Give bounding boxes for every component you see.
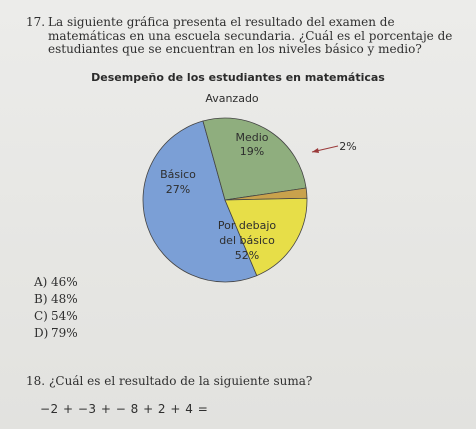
option-a[interactable]: A) 46%: [34, 274, 78, 291]
label-basico: Básico: [160, 168, 196, 181]
slice-basico: [202, 117, 307, 201]
slice-por-debajo: [142, 120, 258, 283]
value-basico: 27%: [166, 183, 190, 196]
label-por-debajo-line1: Por debajo: [218, 219, 277, 232]
answer-options: A) 46% B) 48% C) 54% D) 79%: [34, 274, 78, 342]
question-18-number: 18.: [26, 374, 46, 388]
question-17-number: 17.: [26, 15, 46, 29]
value-avanzado: 2%: [339, 140, 356, 153]
label-avanzado: Avanzado: [205, 92, 259, 105]
option-d[interactable]: D) 79%: [34, 325, 78, 342]
option-a-value: 46%: [51, 275, 78, 289]
slice-medio: [224, 197, 308, 277]
avanzado-leader-arrow: [312, 148, 319, 153]
label-por-debajo-line2: del básico: [219, 234, 275, 247]
option-c-value: 54%: [51, 309, 78, 323]
option-b[interactable]: B) 48%: [34, 291, 78, 308]
question-17: 17. La siguiente gráfica presenta el res…: [26, 15, 466, 57]
value-por-debajo: 52%: [235, 249, 259, 262]
option-d-value: 79%: [51, 326, 78, 340]
option-c[interactable]: C) 54%: [34, 308, 78, 325]
pie-slices: [142, 117, 308, 283]
option-b-letter: B): [34, 292, 48, 306]
question-17-text: La siguiente gráfica presenta el resulta…: [48, 15, 453, 56]
question-18-expression: −2 + −3 + − 8 + 2 + 4 =: [40, 402, 209, 416]
option-b-value: 48%: [51, 292, 78, 306]
chart-title: Desempeño de los estudiantes en matemáti…: [91, 71, 385, 84]
question-18: 18. ¿Cuál es el resultado de la siguiente…: [26, 374, 312, 388]
question-18-text: ¿Cuál es el resultado de la siguiente su…: [49, 374, 313, 388]
option-a-letter: A): [34, 275, 48, 289]
option-c-letter: C): [34, 309, 48, 323]
value-medio: 19%: [240, 145, 264, 158]
label-medio: Medio: [235, 131, 268, 144]
option-d-letter: D): [34, 326, 49, 340]
